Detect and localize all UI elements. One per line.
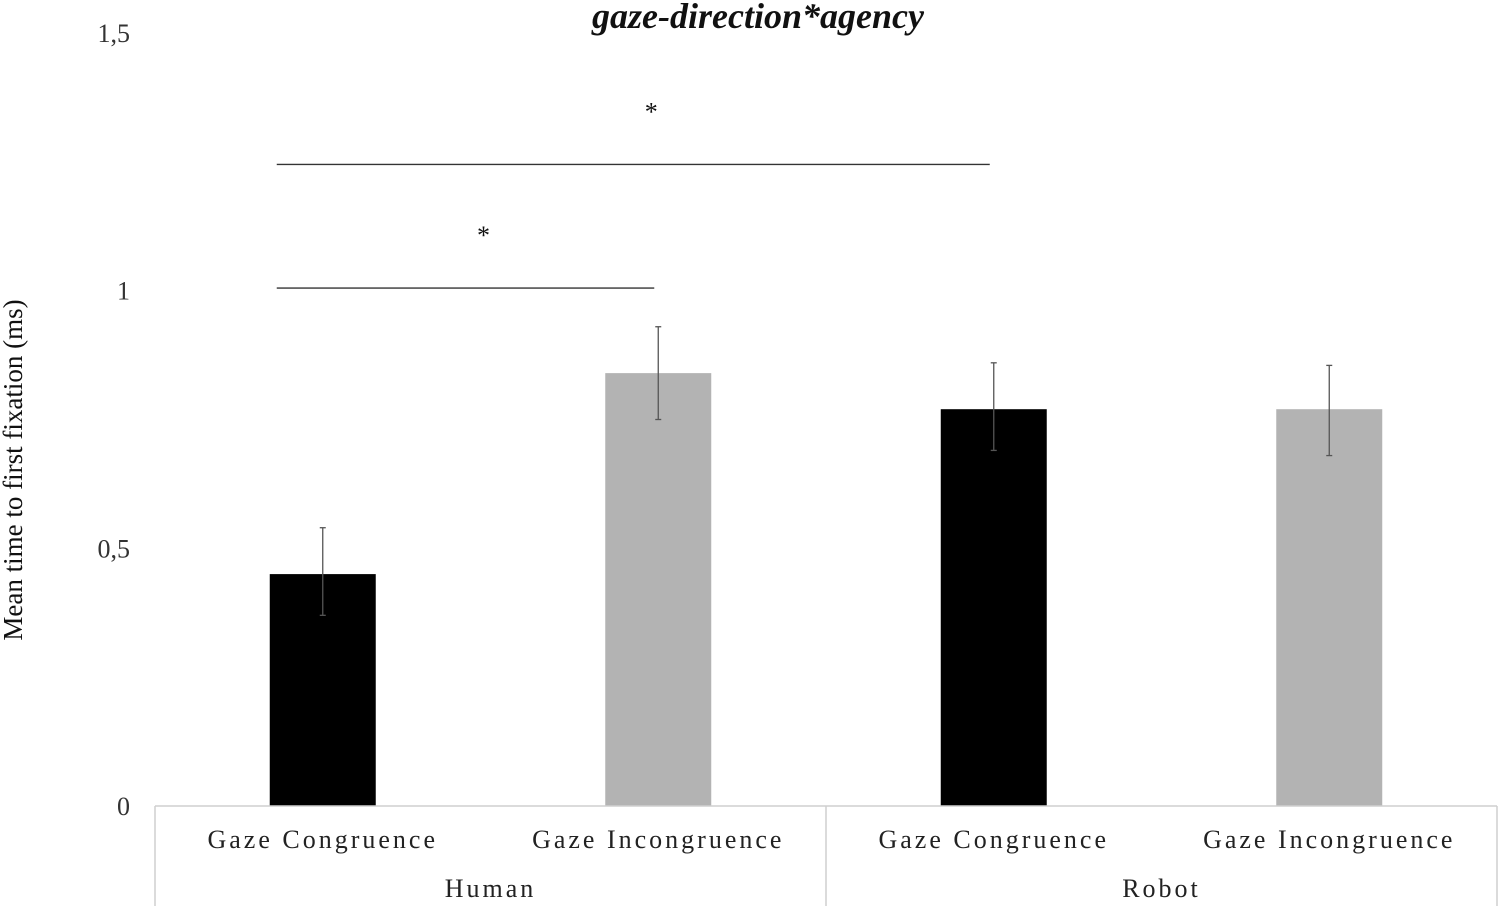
significance-star: * [645,97,658,126]
y-tick-label: 1 [117,277,130,306]
bars [269,373,1383,806]
bar [940,409,1047,806]
y-tick-label: 0 [117,792,130,821]
x-category-label: Gaze Congruence [207,825,438,854]
significance-brackets: ** [276,97,990,289]
chart-title: gaze-direction*agency [591,0,925,36]
x-axis: Gaze Congruence Gaze Incongruence Gaze Con… [154,805,1498,906]
y-tick-label: 1,5 [98,19,131,48]
error-bars [319,326,1333,616]
y-axis-label: Mean time to first fixation (ms) [0,299,28,640]
x-group-label: Robot [1122,874,1201,903]
y-tick-labels: 0 0,5 1 1,5 [98,19,131,821]
bar [605,373,712,806]
significance-star: * [477,221,490,250]
x-category-label: Gaze Incongruence [532,825,784,854]
x-category-label: Gaze Incongruence [1203,825,1455,854]
bar [1276,409,1383,806]
x-category-label: Gaze Congruence [878,825,1109,854]
x-group-label: Human [445,874,537,903]
y-tick-label: 0,5 [98,534,131,563]
